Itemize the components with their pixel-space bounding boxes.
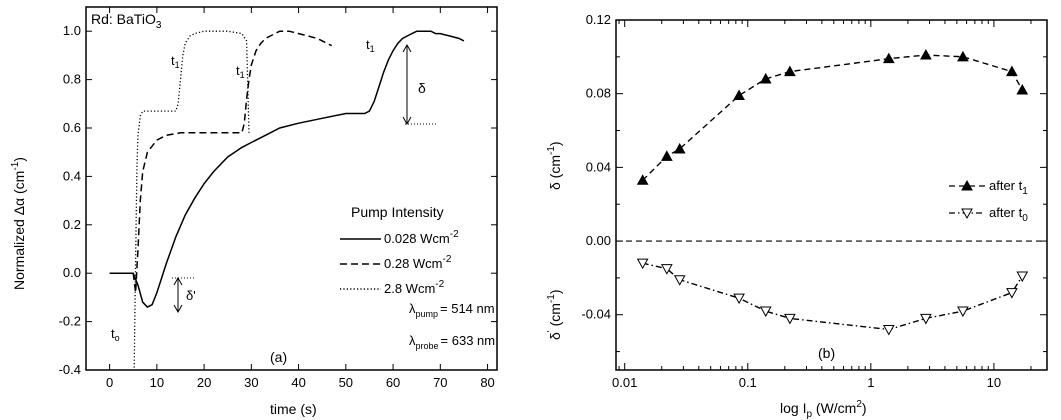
panel-b-legend: after t1 after t0: [949, 178, 1028, 224]
delta-marker: [402, 43, 437, 126]
panel-b-lower-y-axis-label: δ' (cm-1): [546, 289, 563, 340]
data-point: [660, 264, 673, 275]
y-tick-label: 0.2: [63, 217, 81, 232]
data-point: [636, 258, 649, 270]
x-tick-label: 80: [480, 375, 494, 390]
series-line-dotted: [133, 30, 250, 368]
x-tick-label: 0.1: [739, 375, 757, 390]
data-point: [920, 313, 932, 325]
data-point: [882, 324, 895, 336]
x-tick-label: 70: [433, 375, 447, 390]
data-point: [957, 50, 969, 62]
panel-a-legend: 0.028 Wcm-2 0.28 Wcm-2 2.8 Wcm-2: [340, 229, 459, 296]
y-tick-label: 0.4: [63, 168, 81, 183]
data-point: [920, 48, 932, 60]
series-line-dashed: [132, 30, 333, 293]
data-point: [733, 89, 745, 101]
series-line-solid: [109, 30, 465, 309]
x-tick-label: 50: [339, 375, 353, 390]
panel-b-upper-y-axis-label: δ (cm-1): [546, 141, 563, 190]
data-point: [1016, 271, 1029, 283]
pump-wavelength-label: λpump = 514 nm: [409, 301, 495, 319]
x-tick-label: 0: [106, 375, 113, 390]
panel-a-series: [109, 30, 465, 368]
y-tick-label: 0.08: [586, 86, 611, 101]
panel-a-x-axis-label: time (s): [270, 401, 317, 417]
data-point: [961, 208, 973, 220]
data-point: [673, 142, 686, 154]
data-point: [660, 150, 673, 161]
data-point: [759, 306, 772, 318]
y-tick-label: 0.00: [586, 233, 611, 248]
data-point: [961, 179, 973, 191]
panel-b: 0.01 0.1 1 10 -0.04 0.00 0.04 0.08 0.12 after t…: [546, 12, 1048, 420]
t1-label: t1: [171, 53, 180, 70]
data-point: [957, 306, 969, 318]
y-tick-label: 1.0: [63, 23, 81, 38]
data-point: [636, 174, 649, 185]
y-tick-label: -0.04: [581, 307, 611, 322]
x-tick-label: 60: [386, 375, 400, 390]
y-tick-label: -0.2: [59, 314, 81, 329]
panel-b-x-ticks: 0.01 0.1 1 10: [612, 20, 1032, 390]
data-point: [673, 275, 686, 286]
panel-a-y-axis-label: Normalized Δα (cm-1): [10, 157, 27, 290]
t0-label: to: [111, 326, 120, 343]
x-tick-label: 10: [987, 375, 1001, 390]
legend-label: 0.28 Wcm-2: [384, 254, 452, 271]
delta-label: δ: [418, 80, 426, 96]
x-tick-label: 10: [150, 375, 164, 390]
panel-a-frame: [85, 6, 498, 371]
x-tick-label: 40: [291, 375, 305, 390]
data-point: [882, 52, 895, 64]
legend-label: 0.028 Wcm-2: [384, 229, 459, 246]
delta-prime-label: δ': [186, 288, 196, 303]
t1-label: t1: [236, 63, 245, 80]
y-tick-label: 0.6: [63, 120, 81, 135]
x-tick-label: 1: [867, 375, 874, 390]
series-line-dashdot: [642, 262, 1023, 331]
y-tick-label: 0.04: [586, 159, 611, 174]
panel-b-frame: [615, 19, 1048, 371]
panel-a-y-ticks: -0.4 -0.2 0.0 0.2 0.4 0.6 0.8 1.0: [59, 23, 497, 377]
t1-label: t1: [366, 37, 375, 54]
legend-label: after t1: [989, 178, 1028, 197]
y-tick-label: -0.4: [59, 362, 81, 377]
x-tick-label: 0.01: [612, 375, 637, 390]
panel-a: 0 10 20 30 40 50 60 70 80 -0.4 -0.2 0.0 0.2 0.4 0.6 0.…: [10, 6, 498, 417]
sample-label: Rd: BaTiO3: [91, 11, 162, 31]
panel-a-label: (a): [270, 349, 287, 365]
data-point: [1006, 288, 1018, 299]
data-point: [784, 313, 796, 325]
series-line-dashed: [642, 54, 1023, 181]
y-tick-label: 0.0: [63, 265, 81, 280]
legend-label: 2.8 Wcm-2: [384, 279, 445, 296]
panel-b-y-ticks: -0.04 0.00 0.04 0.08 0.12: [581, 12, 1047, 353]
data-point: [759, 72, 772, 84]
x-tick-label: 20: [197, 375, 211, 390]
panel-b-series: [636, 48, 1029, 336]
panel-a-x-ticks: 0 10 20 30 40 50 60 70 80: [106, 7, 495, 390]
y-tick-label: 0.8: [63, 72, 81, 87]
legend-label: after t0: [989, 205, 1028, 224]
data-point: [733, 293, 745, 305]
x-tick-label: 30: [244, 375, 258, 390]
legend-title: Pump Intensity: [351, 204, 444, 220]
data-point: [1006, 65, 1018, 77]
data-point: [1016, 83, 1029, 95]
delta-prime-marker: [172, 276, 196, 314]
data-point: [784, 65, 796, 77]
panel-b-x-axis-label: log Ip (W/cm2): [780, 399, 867, 420]
probe-wavelength-label: λprobe = 633 nm: [409, 333, 495, 351]
y-tick-label: 0.12: [586, 12, 611, 27]
panel-b-label: (b): [818, 345, 835, 361]
